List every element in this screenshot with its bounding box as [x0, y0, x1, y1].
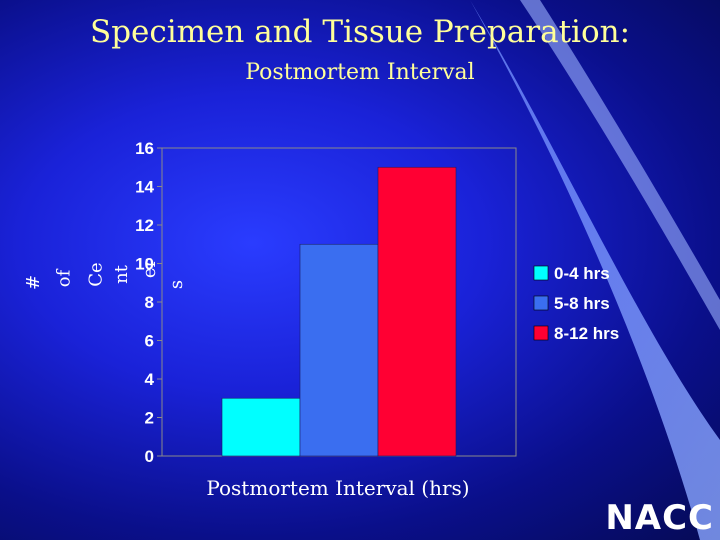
y-tick-label: 10 — [135, 255, 154, 274]
y-tick-label: 12 — [135, 216, 154, 235]
y-tick-label: 2 — [145, 409, 154, 428]
legend-label: 8-12 hrs — [554, 324, 619, 343]
nacc-logo: NACC — [605, 498, 714, 538]
y-axis-label-part: er — [139, 258, 161, 279]
bar-5-8 hrs — [299, 243, 379, 457]
legend-label: 5-8 hrs — [554, 294, 610, 313]
y-tick-label: 8 — [145, 293, 154, 312]
legend-swatch — [533, 265, 549, 281]
y-tick-label: 6 — [145, 332, 154, 351]
slide-subtitle: Postmortem Interval — [245, 60, 475, 85]
bar-0-4 hrs — [221, 397, 301, 457]
y-axis-label-part: Ce — [85, 262, 107, 287]
bar-8-12 hrs — [377, 166, 457, 457]
legend-label: 0-4 hrs — [554, 264, 610, 283]
y-axis-label-part: # — [23, 274, 45, 291]
y-axis-label-part: of — [53, 269, 75, 288]
legend-swatch — [533, 295, 549, 311]
x-axis-label: Postmortem Interval (hrs) — [206, 476, 470, 500]
y-axis-label-part: nt — [110, 265, 132, 284]
y-tick-label: 0 — [145, 447, 154, 466]
y-tick-label: 14 — [135, 178, 154, 197]
slide-title: Specimen and Tissue Preparation: — [89, 14, 631, 50]
y-tick-label: 4 — [145, 370, 155, 389]
legend-swatch — [533, 325, 549, 341]
y-axis-label-part: s — [166, 279, 188, 290]
y-tick-label: 16 — [135, 139, 154, 158]
